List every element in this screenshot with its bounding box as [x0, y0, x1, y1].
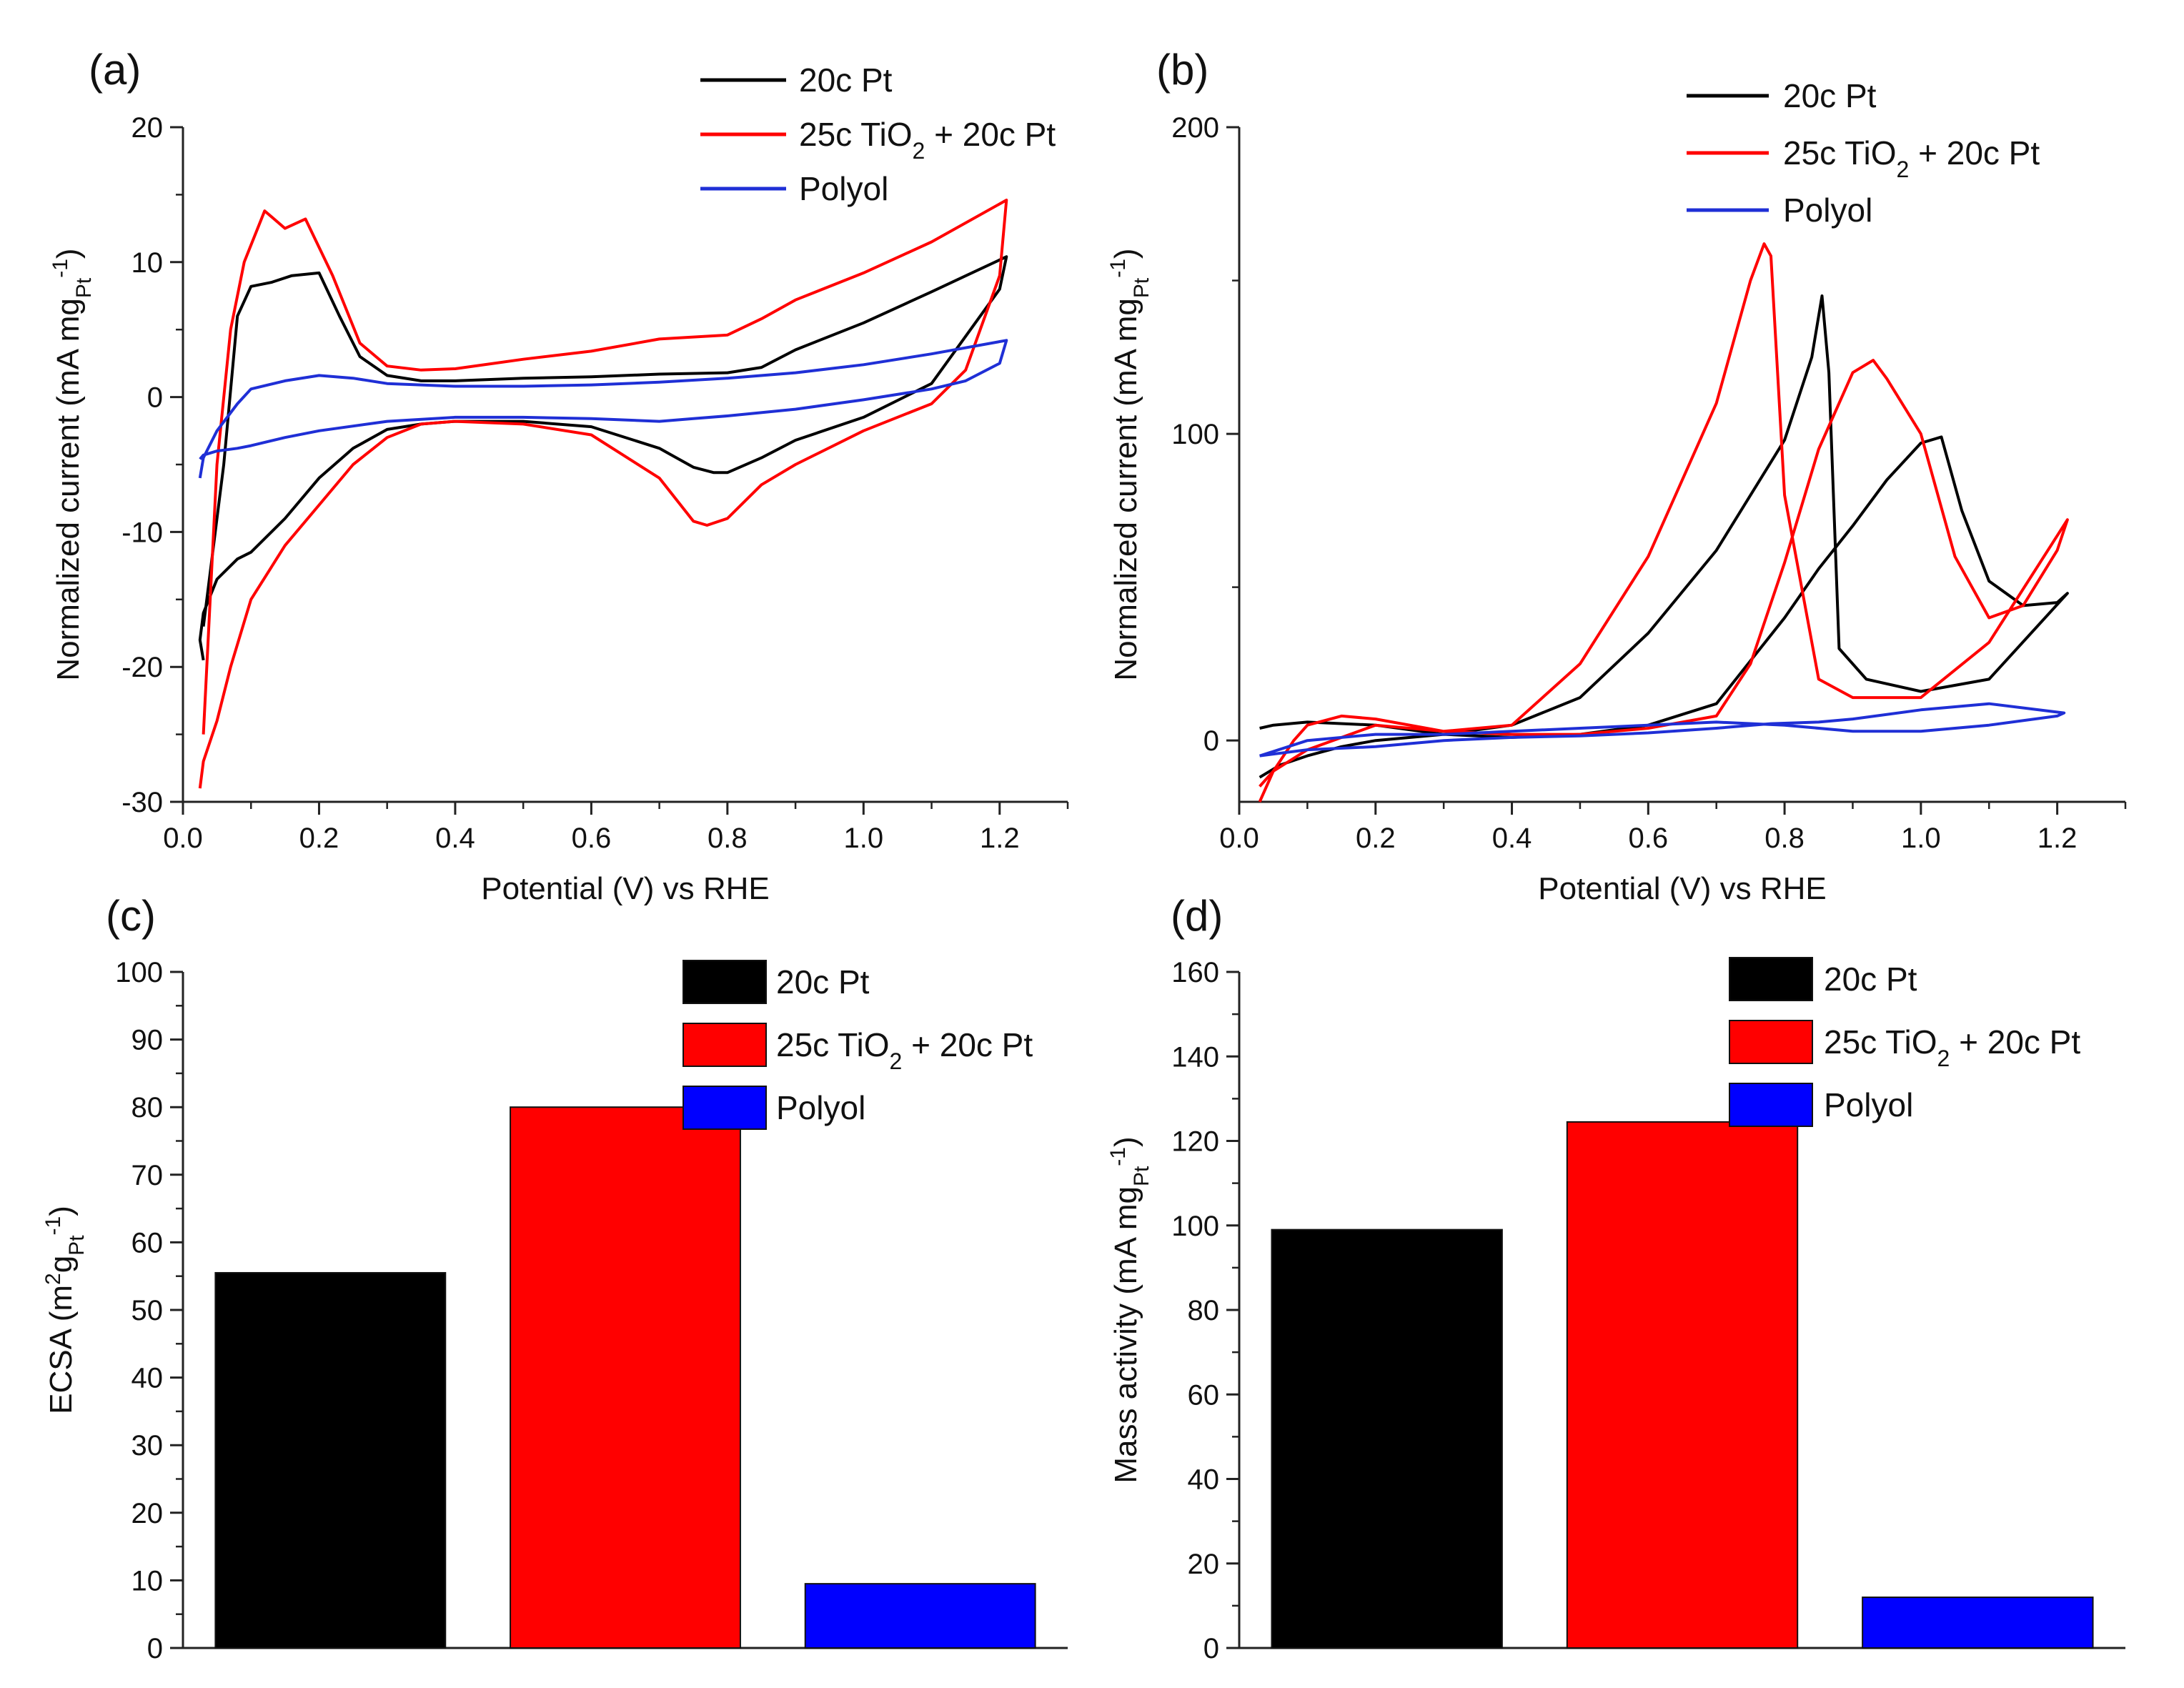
y-tick-label: 100: [1171, 419, 1219, 450]
y-tick-label: 0: [147, 1633, 163, 1664]
legend-label: 20c Pt: [1783, 77, 1877, 114]
legend-label: 25c TiO2 + 20c Pt: [1783, 134, 2040, 182]
panel-b-cv-chart: (b) 0 100 200 Normalized current (mA mgPt-1)…: [1106, 46, 2127, 906]
legend-label: Polyol: [776, 1089, 865, 1126]
x-axis-title: Potential (V) vs RHE: [481, 871, 769, 906]
series-line-1: [198, 255, 1008, 661]
series-line-2: [1258, 242, 2069, 803]
panel-label: (d): [1171, 892, 1223, 940]
y-tick-label: 200: [1171, 112, 1219, 144]
bar-1: [214, 1271, 447, 1649]
series-line-3: [198, 339, 1008, 479]
y-tick-label: 20: [1188, 1549, 1220, 1580]
x-tick-label: 0.6: [1629, 823, 1669, 854]
legend-swatch: [1729, 957, 1813, 1001]
x-tick-label: 1.2: [2037, 823, 2078, 854]
y-tick-label: 90: [131, 1025, 164, 1056]
y-tick-label: 0: [147, 382, 163, 414]
y-axis-title: Mass activity (mA mgPt-1): [1106, 1136, 1153, 1483]
bar-2: [1566, 1121, 1799, 1649]
x-tick-label: 0.8: [1764, 823, 1805, 854]
panel-a-cv-chart: (a) -30 -20 -10 0 10 20 Normalized current (mA …: [49, 46, 1069, 906]
y-tick-label: 120: [1171, 1126, 1219, 1158]
y-tick-label: 40: [1188, 1464, 1220, 1496]
y-tick-label: 40: [131, 1363, 164, 1394]
x-tick-label: 0.0: [1219, 823, 1259, 854]
y-tick-label: 80: [1188, 1295, 1220, 1326]
y-tick-label: 50: [131, 1295, 164, 1326]
bar-3: [804, 1583, 1036, 1649]
x-tick-label: 0.2: [1356, 823, 1396, 854]
y-tick-label: 20: [131, 112, 164, 144]
x-tick-label: 0.0: [163, 823, 203, 854]
legend-label: 20c Pt: [799, 61, 893, 99]
legend-label: Polyol: [1783, 192, 1872, 229]
legend-swatch: [682, 1086, 767, 1130]
x-tick-label: 0.2: [299, 823, 339, 854]
y-tick-label: 140: [1171, 1041, 1219, 1073]
legend-swatch: [1729, 1083, 1813, 1127]
y-tick-label: 80: [131, 1092, 164, 1123]
y-tick-label: 0: [1203, 725, 1219, 757]
x-tick-label: 1.2: [980, 823, 1020, 854]
y-axis-title: ECSA (m2gPt-1): [41, 1206, 89, 1414]
legend-swatch: [1729, 1020, 1813, 1064]
x-tick-label: 1.0: [844, 823, 884, 854]
x-tick-label: 0.4: [435, 823, 475, 854]
y-tick-label: -10: [121, 517, 163, 548]
y-tick-label: 10: [131, 1565, 164, 1597]
series-line-3: [1259, 702, 2066, 758]
panel-label: (c): [106, 892, 156, 940]
x-axis-title: Potential (V) vs RHE: [1538, 871, 1826, 906]
panel-d-mass-activity-bar-chart: (d) 0 20 40 60 80 100 120 140 160 Mass activity (m…: [1106, 892, 2125, 1664]
y-tick-label: 100: [1171, 1211, 1219, 1242]
legend-swatch: [682, 1023, 767, 1067]
y-tick-label: 70: [131, 1160, 164, 1191]
panel-c-ecsa-bar-chart: (c) 0 10 20 30 40 50 60 70 80 90 100 ECSA (m2gPt-1) 2…: [41, 892, 1068, 1664]
y-tick-label: -20: [121, 652, 163, 683]
y-tick-label: 60: [1188, 1379, 1220, 1411]
y-tick-label: 100: [115, 957, 163, 988]
legend-swatch: [682, 960, 767, 1004]
panel-label: (a): [89, 46, 141, 94]
bar-1: [1271, 1228, 1503, 1649]
legend-label: 25c TiO2 + 20c Pt: [776, 1026, 1033, 1074]
x-tick-label: 0.6: [572, 823, 612, 854]
legend-label: 20c Pt: [1824, 960, 1917, 998]
x-tick-label: 1.0: [1901, 823, 1941, 854]
x-tick-label: 0.8: [708, 823, 748, 854]
series-line-2: [198, 199, 1008, 789]
series-line-1: [1259, 294, 2069, 779]
y-tick-label: 30: [131, 1430, 164, 1461]
y-tick-label: 20: [131, 1498, 164, 1529]
y-axis-title: Normalized current (mA mgPt-1): [1106, 248, 1153, 680]
y-tick-label: -30: [121, 787, 163, 818]
bar-2: [510, 1106, 741, 1649]
legend-label: Polyol: [1824, 1086, 1913, 1123]
y-tick-label: 160: [1171, 957, 1219, 988]
y-tick-label: 10: [131, 247, 164, 279]
y-axis-title: Normalized current (mA mgPt-1): [49, 248, 96, 680]
panel-label: (b): [1156, 46, 1208, 94]
legend-label: 25c TiO2 + 20c Pt: [799, 116, 1056, 164]
legend-label: 20c Pt: [776, 963, 870, 1001]
legend-label: 25c TiO2 + 20c Pt: [1824, 1023, 2080, 1071]
y-tick-label: 60: [131, 1227, 164, 1258]
y-tick-label: 0: [1203, 1633, 1219, 1664]
bar-3: [1862, 1597, 2094, 1649]
x-tick-label: 0.4: [1492, 823, 1532, 854]
legend-label: Polyol: [799, 170, 888, 207]
